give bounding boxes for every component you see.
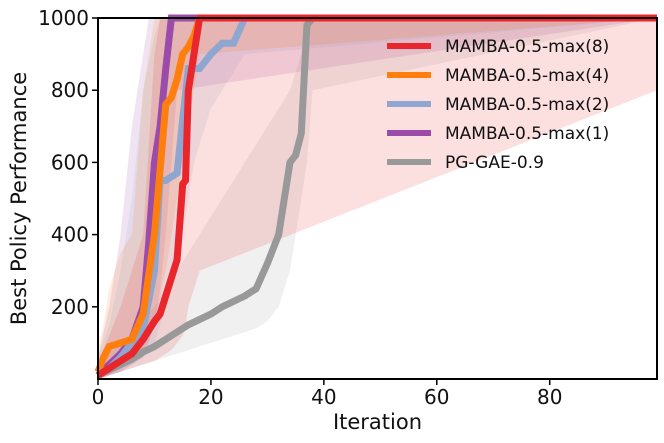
y-tick-label: 800 (51, 78, 89, 102)
band-pg-gae-0-9 (98, 18, 657, 379)
y-tick-label: 600 (51, 150, 89, 174)
y-tick-label: 200 (51, 295, 89, 319)
legend-label-mamba-0-5-max-1: MAMBA-0.5-max(1) (445, 124, 609, 144)
y-tick-label: 1000 (38, 6, 89, 30)
plot-frame (97, 17, 658, 380)
series-line-mamba-0-5-max-4 (94, 14, 657, 374)
x-tick-label: 0 (92, 385, 105, 409)
x-tick-label: 40 (311, 385, 336, 409)
x-tick-label: 60 (424, 385, 449, 409)
band-mamba-0-5-max-8 (98, 18, 657, 379)
band-mamba-0-5-max-4 (98, 18, 657, 379)
x-tick-label: 80 (537, 385, 562, 409)
x-axis: 0 20 40 60 80 (92, 379, 562, 409)
legend-label-mamba-0-5-max-8: MAMBA-0.5-max(8) (445, 37, 609, 57)
y-axis-title: Best Policy Performance (7, 72, 31, 325)
legend-label-mamba-0-5-max-4: MAMBA-0.5-max(4) (445, 66, 609, 86)
legend: MAMBA-0.5-max(8) MAMBA-0.5-max(4) MAMBA-0.… (387, 37, 609, 173)
legend-label-pg-gae-0-9: PG-GAE-0.9 (445, 153, 544, 173)
legend-label-mamba-0-5-max-2: MAMBA-0.5-max(2) (445, 95, 609, 115)
y-tick-label: 400 (51, 223, 89, 247)
x-tick-label: 20 (198, 385, 223, 409)
band-mamba-0-5-max-1 (98, 18, 657, 379)
x-axis-title: Iteration (333, 410, 422, 434)
y-axis: 200 400 600 800 1000 (38, 6, 98, 319)
series-line-mamba-0-5-max-8 (96, 14, 657, 379)
series-line-pg-gae-0-9 (96, 14, 657, 379)
